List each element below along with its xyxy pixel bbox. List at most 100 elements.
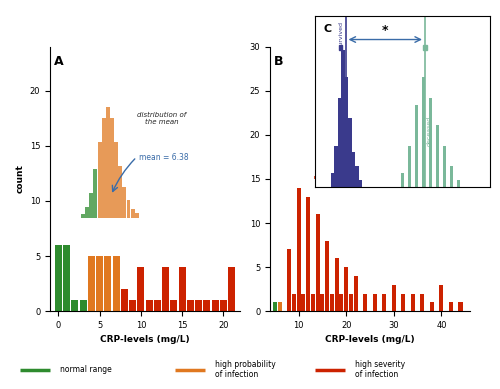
Bar <box>122 186 126 217</box>
Bar <box>321 144 324 179</box>
Bar <box>336 117 338 179</box>
Bar <box>342 166 345 179</box>
Bar <box>81 214 85 217</box>
Bar <box>146 300 152 311</box>
Bar <box>349 294 353 311</box>
Bar <box>331 91 333 179</box>
Bar <box>443 145 446 187</box>
Bar <box>272 302 277 311</box>
Bar <box>302 294 306 311</box>
Bar <box>80 300 86 311</box>
Bar <box>338 45 342 50</box>
Bar <box>340 155 342 179</box>
Bar <box>287 249 291 311</box>
Bar <box>278 302 281 311</box>
Text: deceased: deceased <box>427 116 432 145</box>
Bar <box>420 294 424 311</box>
Bar <box>402 294 406 311</box>
Bar <box>348 118 352 187</box>
Bar <box>112 256 119 311</box>
Bar <box>106 107 110 217</box>
Bar <box>328 93 330 179</box>
Text: B: B <box>274 54 283 68</box>
Bar <box>363 294 368 311</box>
Bar <box>319 160 321 179</box>
Bar <box>411 294 415 311</box>
Bar <box>345 77 348 187</box>
Bar <box>154 300 161 311</box>
Bar <box>415 105 418 187</box>
Text: distribution of
the mean: distribution of the mean <box>137 112 186 125</box>
Bar <box>457 180 460 187</box>
Text: survived: survived <box>338 21 344 48</box>
Bar <box>338 139 340 179</box>
Bar <box>450 166 453 187</box>
Bar <box>436 125 439 187</box>
Bar <box>345 173 348 179</box>
Bar <box>129 300 136 311</box>
Text: normal range: normal range <box>60 365 112 374</box>
Bar <box>424 45 427 50</box>
Text: high severity
of infection: high severity of infection <box>355 360 405 379</box>
Bar <box>342 50 344 187</box>
Bar <box>422 77 425 187</box>
Bar <box>292 294 296 311</box>
Bar <box>138 267 144 311</box>
Bar <box>88 256 95 311</box>
Bar <box>162 267 169 311</box>
Bar <box>94 169 98 217</box>
Bar <box>338 98 341 187</box>
Text: A: A <box>54 54 64 68</box>
Bar <box>55 245 62 311</box>
Bar <box>130 209 134 217</box>
Bar <box>306 196 310 311</box>
Text: high probability
of infection: high probability of infection <box>215 360 276 379</box>
Text: C: C <box>324 24 332 34</box>
Bar <box>372 294 377 311</box>
Bar <box>408 145 411 187</box>
Bar <box>340 294 344 311</box>
Bar <box>430 302 434 311</box>
Bar <box>392 285 396 311</box>
Bar <box>429 98 432 187</box>
Bar <box>126 200 130 217</box>
Bar <box>296 188 300 311</box>
Bar <box>178 267 186 311</box>
Bar <box>212 300 218 311</box>
Text: *: * <box>382 24 388 37</box>
Bar <box>316 214 320 311</box>
Bar <box>440 285 444 311</box>
Bar <box>320 294 324 311</box>
Bar <box>449 302 453 311</box>
Bar <box>350 177 352 179</box>
Bar <box>90 193 94 217</box>
Bar <box>324 126 326 179</box>
Bar <box>326 107 328 179</box>
Bar <box>316 171 319 179</box>
Bar <box>330 294 334 311</box>
Bar <box>352 152 355 187</box>
Bar <box>348 176 350 179</box>
Bar <box>102 117 105 217</box>
Text: distribution of
the mean: distribution of the mean <box>369 88 418 101</box>
Bar <box>331 173 334 187</box>
Text: mean = 17.69: mean = 17.69 <box>360 128 415 137</box>
Bar <box>333 99 336 179</box>
Bar <box>354 276 358 311</box>
Bar <box>118 166 122 217</box>
Bar <box>85 207 89 217</box>
Bar <box>63 245 70 311</box>
Bar <box>114 142 118 217</box>
Bar <box>382 294 386 311</box>
Bar <box>401 173 404 187</box>
Bar <box>334 258 338 311</box>
X-axis label: CRP-levels (mg/L): CRP-levels (mg/L) <box>325 335 415 345</box>
Bar <box>121 289 128 311</box>
Bar <box>96 256 103 311</box>
Bar <box>204 300 210 311</box>
Bar <box>334 145 338 187</box>
Bar <box>195 300 202 311</box>
Y-axis label: count: count <box>15 165 24 193</box>
Bar <box>228 267 235 311</box>
Bar <box>458 302 462 311</box>
